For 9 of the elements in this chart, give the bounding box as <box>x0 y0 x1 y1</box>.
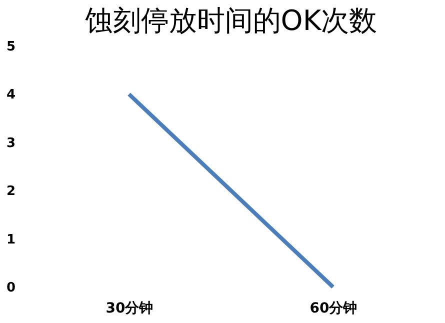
chart-title: 蚀刻停放时间的OK次数 <box>84 4 378 37</box>
x-tick-label: 30分钟 <box>106 300 154 316</box>
y-tick-label: 3 <box>6 136 16 151</box>
y-tick-label: 5 <box>6 40 16 54</box>
y-tick-label: 4 <box>6 88 16 103</box>
x-tick-label: 60分钟 <box>310 300 358 316</box>
y-tick-label: 0 <box>6 280 16 296</box>
y-tick-label: 2 <box>6 184 16 200</box>
y-tick-label: 1 <box>6 232 16 248</box>
